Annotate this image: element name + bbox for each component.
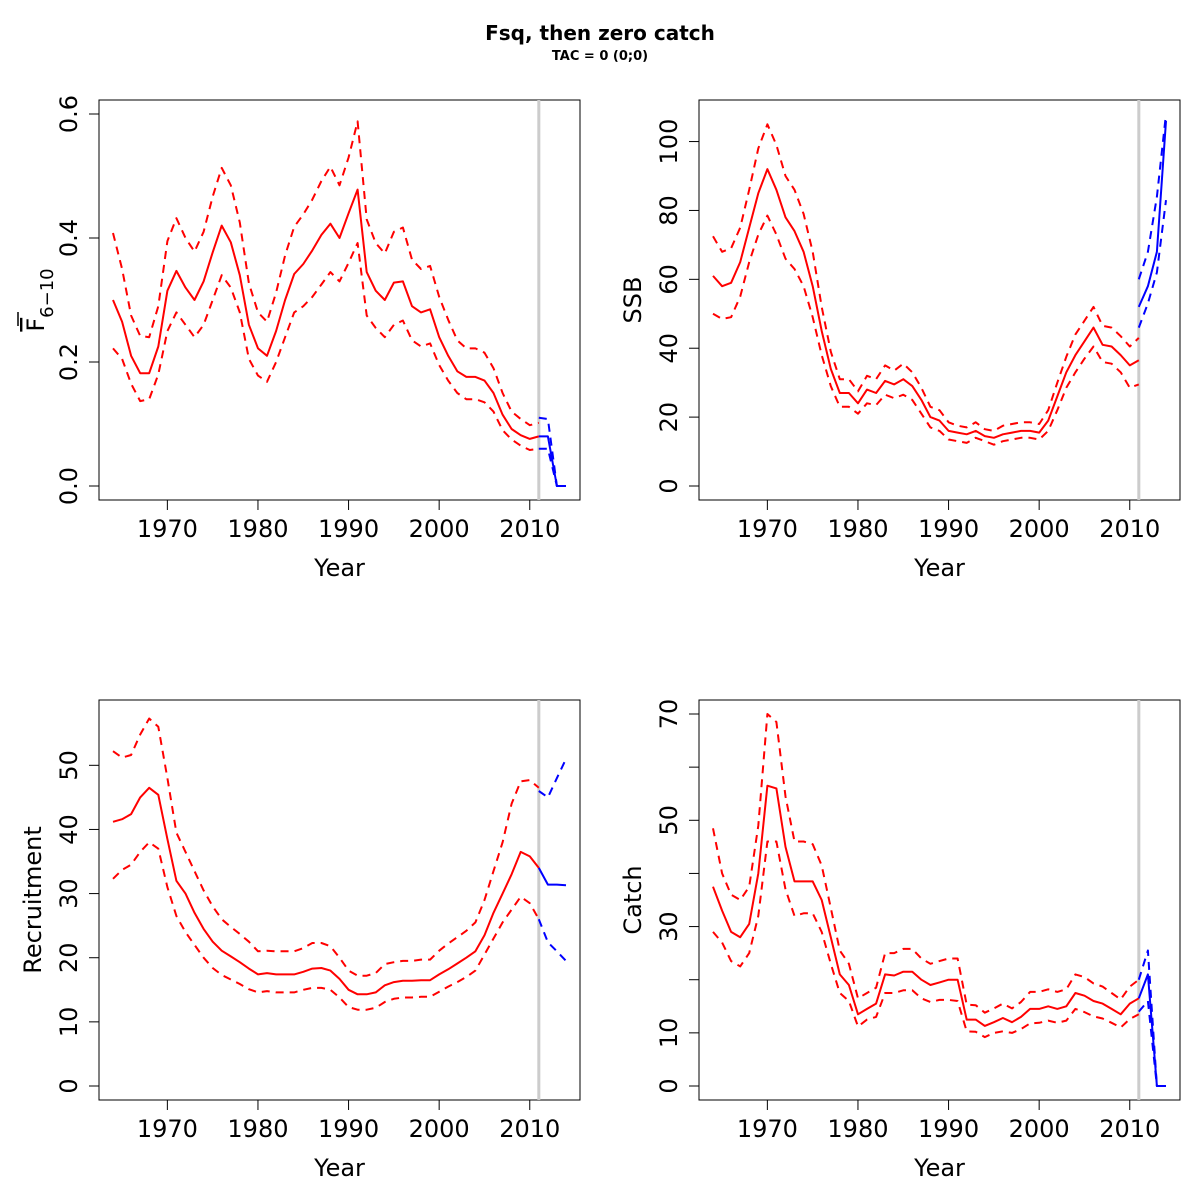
x-tick-label: 1980: [227, 515, 288, 543]
x-axis-label: Year: [913, 1154, 965, 1182]
x-tick-label: 1970: [137, 515, 198, 543]
y-axis-label-base: F: [22, 318, 50, 332]
y-tick-label: 20: [55, 942, 83, 973]
plot-frame: [698, 699, 1181, 1101]
y-tick-label: 40: [655, 333, 683, 364]
projection-lower-line: [1138, 1000, 1166, 1087]
y-tick-label: 50: [655, 805, 683, 836]
panel-catch: 1970 1980 1990 2000 2010 0 10 30 50 70 Year Catch: [619, 699, 1181, 1182]
y-tick-label: 10: [655, 1018, 683, 1049]
historic-lower-line: [712, 840, 1140, 1039]
historic-upper-line: [112, 120, 540, 427]
y-tick-label: 0: [55, 1078, 83, 1093]
x-tick-label: 2000: [409, 515, 470, 543]
x-tick-label: 1970: [737, 1115, 798, 1143]
projection-estimate-line: [1137, 973, 1166, 1087]
historic-upper-line: [712, 123, 1140, 432]
historic-lower-line: [112, 242, 539, 451]
x-tick-label: 1970: [737, 515, 798, 543]
historic-estimate-line: [112, 786, 540, 996]
plot-frame: [698, 99, 1181, 501]
y-tick-label: 40: [55, 814, 83, 845]
historic-lower-line: [112, 841, 540, 1011]
figure-subtitle: TAC = 0 (0;0): [552, 49, 648, 64]
y-tick-label: 0: [655, 1078, 683, 1093]
y-tick-label: 0: [655, 478, 683, 493]
x-tick-label: 2010: [1099, 1115, 1160, 1143]
y-tick-label: 10: [55, 1007, 83, 1038]
panel-ssb: 1970 1980 1990 2000 2010 0 20 40 60 80 100 Year SSB: [619, 99, 1181, 582]
y-axis-label-subscript: 6−10: [37, 268, 58, 317]
projection-estimate-line: [538, 435, 566, 487]
x-tick-label: 1980: [227, 1115, 288, 1143]
plot-frame: [98, 99, 581, 501]
y-tick-label: 70: [655, 699, 683, 730]
x-tick-label: 1990: [318, 1115, 379, 1143]
projection-upper-line: [1137, 113, 1167, 280]
projection-lower-line: [537, 918, 567, 962]
y-tick-label: 0.0: [55, 467, 83, 505]
x-tick-label: 2000: [1009, 515, 1070, 543]
historic-upper-line: [712, 713, 1140, 1014]
panel-recruitment: 1970 1980 1990 2000 2010 0 10 20 30 40 50 Year Recru…: [19, 699, 581, 1182]
y-tick-label: 30: [655, 911, 683, 942]
historic-upper-line: [112, 717, 540, 977]
x-tick-label: 2000: [1009, 1115, 1070, 1143]
y-tick-label: 30: [55, 878, 83, 909]
y-tick-label: 80: [655, 195, 683, 226]
x-tick-label: 2000: [409, 1115, 470, 1143]
x-tick-label: 1990: [318, 515, 379, 543]
x-tick-label: 2010: [499, 1115, 560, 1143]
projection-upper-line: [538, 416, 566, 487]
x-tick-label: 2010: [1099, 515, 1160, 543]
x-tick-label: 1990: [918, 515, 979, 543]
x-tick-label: 2010: [499, 515, 560, 543]
projection-estimate-line: [537, 867, 567, 887]
projection-upper-line: [538, 758, 567, 799]
y-axis-label: Recruitment: [19, 826, 47, 973]
plot-frame: [98, 699, 581, 1101]
y-axis-label: Catch: [619, 865, 647, 934]
x-tick-label: 1980: [827, 1115, 888, 1143]
y-tick-label: 50: [55, 750, 83, 781]
x-tick-label: 1990: [918, 1115, 979, 1143]
y-tick-label: 0.2: [55, 343, 83, 381]
y-tick-label: 100: [655, 119, 683, 165]
x-tick-label: 1970: [137, 1115, 198, 1143]
y-tick-label: 20: [655, 402, 683, 433]
y-tick-label: 60: [655, 264, 683, 295]
historic-estimate-line: [712, 168, 1140, 439]
figure-title: Fsq, then zero catch: [485, 21, 715, 45]
y-axis-label: F6−10: [22, 268, 58, 331]
projection-lower-line: [538, 447, 566, 487]
x-axis-label: Year: [313, 554, 365, 582]
x-tick-label: 1980: [827, 515, 888, 543]
historic-lower-line: [712, 214, 1140, 446]
x-axis-label: Year: [913, 554, 965, 582]
panel-fbar: 1970 1980 1990 2000 2010 0.0 0.2 0.4 0.6 Year F6−1…: [17, 95, 581, 582]
y-tick-label: 0.4: [55, 219, 83, 257]
historic-estimate-line: [112, 188, 540, 440]
projection-estimate-line: [1137, 120, 1167, 308]
y-axis-label: SSB: [619, 277, 647, 324]
y-tick-label: 0.6: [55, 95, 83, 133]
historic-estimate-line: [712, 784, 1140, 1027]
x-axis-label: Year: [313, 1154, 365, 1182]
